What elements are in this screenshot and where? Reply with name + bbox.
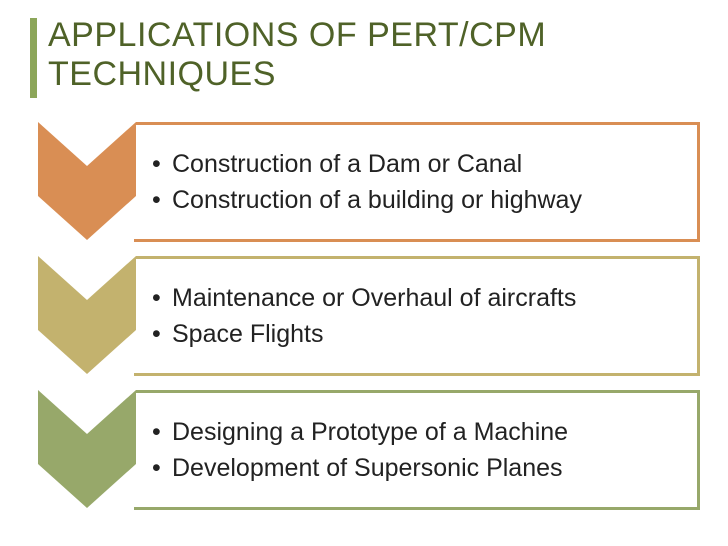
slide-title: APPLICATIONS OF PERT/CPM TECHNIQUES bbox=[48, 16, 700, 94]
list-item: Development of Supersonic Planes bbox=[152, 450, 681, 486]
list-item: Construction of a Dam or Canal bbox=[152, 146, 681, 182]
row-2: Maintenance or Overhaul of aircrafts Spa… bbox=[38, 256, 700, 376]
accent-bar bbox=[30, 18, 37, 98]
chevron-icon bbox=[38, 122, 136, 242]
row-3: Designing a Prototype of a Machine Devel… bbox=[38, 390, 700, 510]
list-item: Construction of a building or highway bbox=[152, 182, 681, 218]
list-item: Maintenance or Overhaul of aircrafts bbox=[152, 280, 681, 316]
content-box-1: Construction of a Dam or Canal Construct… bbox=[134, 122, 700, 242]
content-box-2: Maintenance or Overhaul of aircrafts Spa… bbox=[134, 256, 700, 376]
row-1: Construction of a Dam or Canal Construct… bbox=[38, 122, 700, 242]
content-rows: Construction of a Dam or Canal Construct… bbox=[38, 122, 700, 510]
list-item: Designing a Prototype of a Machine bbox=[152, 414, 681, 450]
list-item: Space Flights bbox=[152, 316, 681, 352]
chevron-icon bbox=[38, 390, 136, 510]
chevron-icon bbox=[38, 256, 136, 376]
content-box-3: Designing a Prototype of a Machine Devel… bbox=[134, 390, 700, 510]
